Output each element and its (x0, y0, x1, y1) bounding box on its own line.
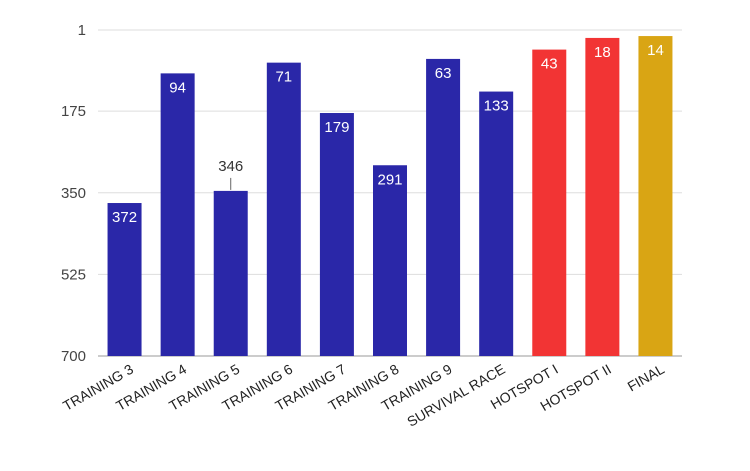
bar (532, 49, 567, 356)
y-tick-label: 1 (78, 22, 86, 39)
y-tick-label: 525 (61, 266, 86, 283)
bar (266, 62, 301, 356)
bar (585, 37, 620, 357)
data-label: 372 (112, 209, 137, 226)
data-label: 18 (594, 44, 611, 61)
x-category-label: FINAL (625, 361, 668, 395)
bar (107, 203, 142, 356)
data-label: 346 (218, 158, 243, 175)
bar (373, 165, 407, 356)
bar (160, 73, 195, 357)
y-tick-label: 350 (61, 185, 86, 202)
bar (213, 190, 248, 356)
data-label: 71 (275, 69, 292, 86)
data-label: 133 (484, 98, 509, 115)
data-label: 14 (647, 42, 664, 59)
bar (479, 91, 514, 357)
data-label: 179 (324, 119, 349, 136)
bar (319, 113, 354, 356)
y-tick-label: 700 (61, 348, 86, 365)
bars: 372 94 346 71 179 291 63 133 43 18 14 (107, 36, 673, 357)
bar (426, 58, 461, 357)
data-label: 94 (169, 79, 186, 96)
data-label: 63 (435, 65, 452, 82)
data-label: 291 (377, 171, 402, 188)
y-axis-ticks: 1 175 350 525 700 (61, 22, 86, 365)
y-tick-label: 175 (61, 103, 86, 120)
bar (638, 36, 673, 356)
data-label: 43 (541, 56, 558, 73)
